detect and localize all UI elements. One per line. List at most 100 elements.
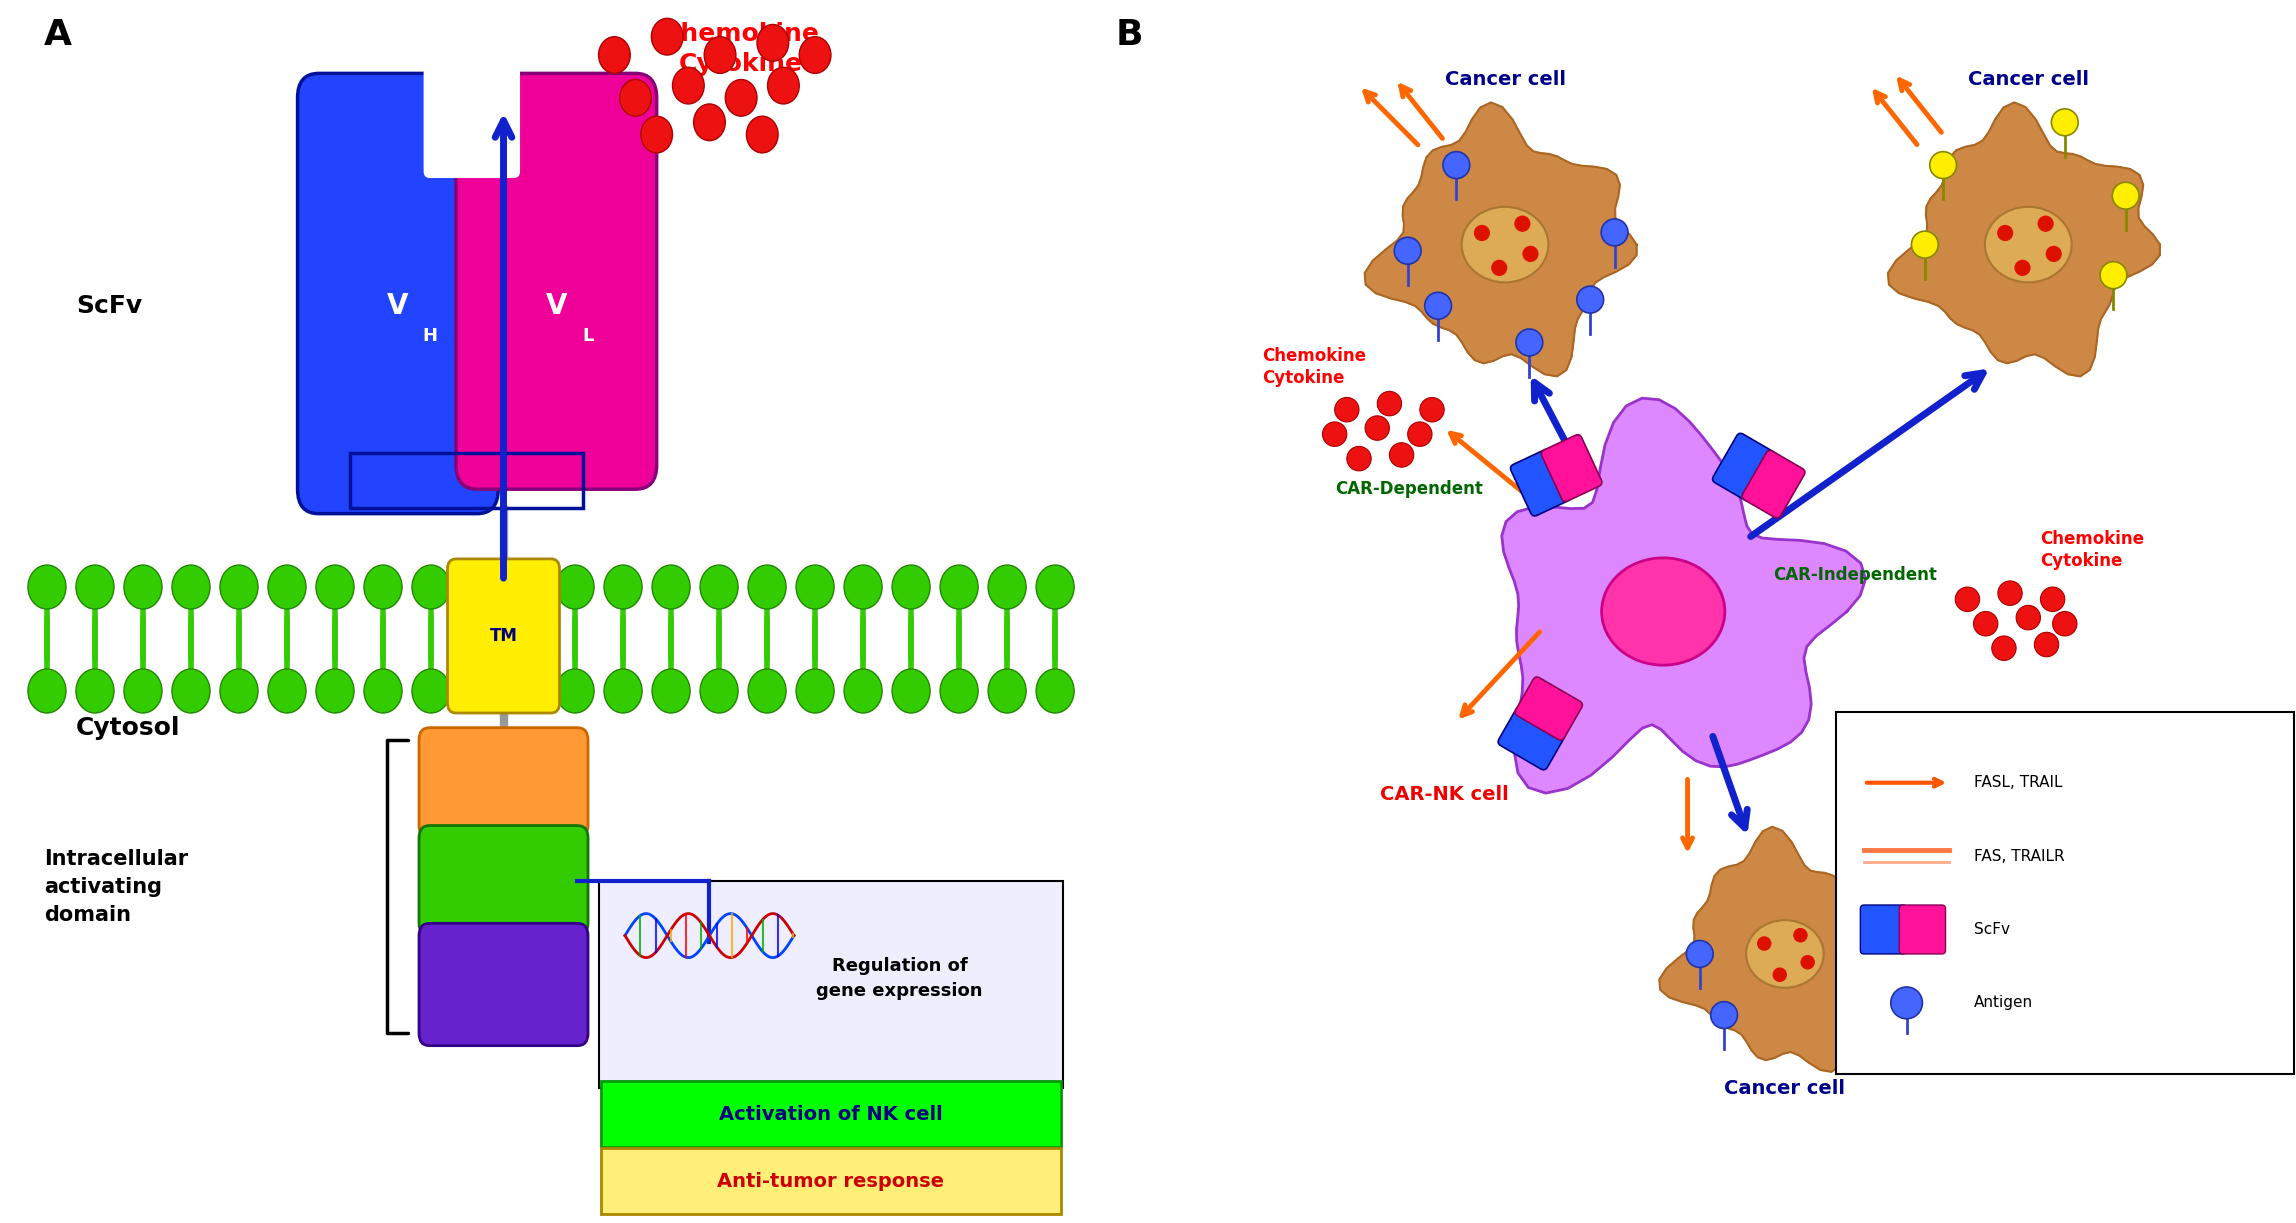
Text: Chemokine
Cytokine: Chemokine Cytokine (664, 22, 820, 76)
Circle shape (845, 565, 882, 609)
FancyBboxPatch shape (448, 559, 560, 713)
Ellipse shape (1603, 558, 1724, 665)
Circle shape (1490, 259, 1508, 276)
Text: Regulation of
gene expression: Regulation of gene expression (817, 956, 983, 1000)
FancyBboxPatch shape (599, 881, 1063, 1088)
Circle shape (2037, 215, 2053, 232)
Text: CAR-Dependent: CAR-Dependent (1334, 481, 1483, 498)
Circle shape (1913, 231, 1938, 258)
Circle shape (2046, 246, 2062, 262)
Circle shape (700, 565, 737, 609)
Circle shape (1800, 955, 1814, 970)
Circle shape (620, 79, 652, 116)
FancyBboxPatch shape (420, 826, 588, 936)
Circle shape (28, 669, 67, 713)
Circle shape (758, 24, 790, 61)
Circle shape (269, 669, 305, 713)
FancyBboxPatch shape (1899, 905, 1945, 954)
Circle shape (604, 565, 643, 609)
Circle shape (1577, 286, 1603, 313)
Text: Chemokine
Cytokine: Chemokine Cytokine (2041, 531, 2144, 570)
Circle shape (1334, 397, 1359, 422)
Circle shape (1378, 391, 1401, 416)
FancyBboxPatch shape (420, 728, 588, 838)
Circle shape (1515, 329, 1543, 356)
Text: H: H (422, 328, 436, 345)
Circle shape (652, 565, 691, 609)
Circle shape (556, 565, 595, 609)
Circle shape (1975, 612, 1998, 636)
Text: Cancer cell: Cancer cell (1444, 70, 1566, 89)
Circle shape (1389, 443, 1414, 467)
Circle shape (1773, 967, 1786, 982)
Text: Anti-tumor response: Anti-tumor response (716, 1172, 944, 1191)
Text: ScFv: ScFv (76, 294, 142, 318)
FancyBboxPatch shape (1860, 905, 1906, 954)
Circle shape (746, 116, 778, 153)
Circle shape (641, 116, 673, 153)
FancyBboxPatch shape (298, 73, 498, 514)
Text: FAS, TRAILR: FAS, TRAILR (1975, 849, 2064, 863)
Circle shape (220, 669, 257, 713)
Circle shape (411, 669, 450, 713)
Circle shape (2016, 605, 2041, 630)
Circle shape (1756, 937, 1773, 950)
Polygon shape (1364, 103, 1637, 377)
Circle shape (748, 565, 785, 609)
Circle shape (124, 669, 163, 713)
Circle shape (1426, 292, 1451, 319)
FancyBboxPatch shape (602, 1148, 1061, 1214)
Circle shape (1322, 422, 1348, 446)
Circle shape (124, 565, 163, 609)
Circle shape (1419, 397, 1444, 422)
Circle shape (1600, 219, 1628, 246)
Text: Cancer cell: Cancer cell (1968, 70, 2089, 89)
Circle shape (1685, 940, 1713, 967)
Circle shape (317, 669, 354, 713)
FancyBboxPatch shape (602, 1081, 1061, 1147)
Circle shape (1993, 636, 2016, 660)
Circle shape (1407, 422, 1433, 446)
Circle shape (987, 565, 1026, 609)
Circle shape (1711, 1002, 1738, 1029)
Circle shape (76, 669, 115, 713)
Text: V: V (388, 292, 409, 319)
Circle shape (1394, 237, 1421, 264)
Circle shape (604, 669, 643, 713)
Circle shape (317, 565, 354, 609)
Ellipse shape (1463, 207, 1548, 283)
Text: CAR-Independent: CAR-Independent (1773, 566, 1936, 583)
Circle shape (797, 669, 833, 713)
Circle shape (748, 669, 785, 713)
Circle shape (365, 565, 402, 609)
FancyBboxPatch shape (1713, 433, 1775, 501)
Circle shape (1442, 152, 1469, 179)
Circle shape (76, 565, 115, 609)
FancyBboxPatch shape (457, 73, 657, 489)
Circle shape (1998, 581, 2023, 605)
FancyBboxPatch shape (1515, 678, 1582, 740)
Ellipse shape (1986, 207, 2071, 283)
FancyBboxPatch shape (1541, 434, 1603, 501)
Circle shape (700, 669, 737, 713)
Circle shape (1998, 225, 2014, 241)
Text: FASL, TRAIL: FASL, TRAIL (1975, 775, 2062, 790)
Circle shape (28, 565, 67, 609)
Circle shape (1956, 587, 1979, 612)
Circle shape (1366, 416, 1389, 440)
Text: A: A (44, 18, 71, 53)
Polygon shape (1502, 399, 1867, 794)
Circle shape (2014, 259, 2030, 276)
Circle shape (726, 79, 758, 116)
Circle shape (1862, 996, 1890, 1022)
Text: V: V (546, 292, 567, 319)
Circle shape (2112, 182, 2140, 209)
Circle shape (2053, 612, 2078, 636)
Circle shape (1892, 987, 1922, 1019)
Circle shape (1035, 669, 1075, 713)
Circle shape (556, 669, 595, 713)
Text: Chemokine
Cytokine: Chemokine Cytokine (1263, 347, 1366, 386)
Circle shape (939, 669, 978, 713)
Circle shape (220, 565, 257, 609)
Circle shape (652, 669, 691, 713)
